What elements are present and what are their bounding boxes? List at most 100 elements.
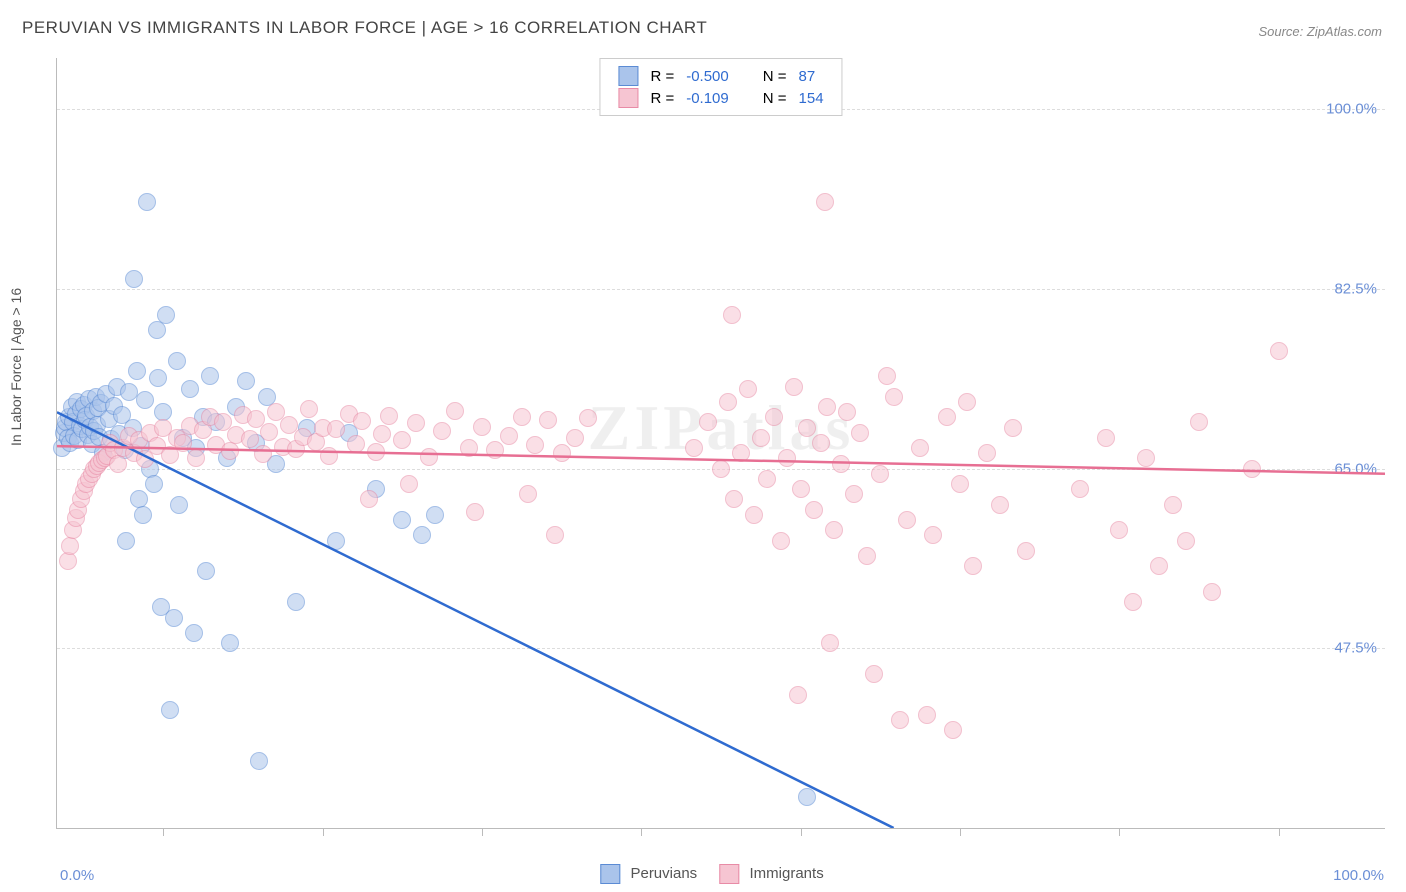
data-point	[911, 439, 929, 457]
data-point	[765, 408, 783, 426]
x-tick	[960, 828, 961, 836]
data-point	[1110, 521, 1128, 539]
n-label: N =	[757, 87, 793, 109]
data-point	[433, 422, 451, 440]
data-point	[964, 557, 982, 575]
data-point	[891, 711, 909, 729]
data-point	[373, 425, 391, 443]
data-point	[187, 449, 205, 467]
data-point	[500, 427, 518, 445]
data-point	[473, 418, 491, 436]
r-label: R =	[644, 87, 680, 109]
data-point	[778, 449, 796, 467]
data-point	[991, 496, 1009, 514]
data-point	[426, 506, 444, 524]
data-point	[1177, 532, 1195, 550]
data-point	[413, 526, 431, 544]
immigrants-swatch-icon	[719, 864, 739, 884]
data-point	[944, 721, 962, 739]
data-point	[812, 434, 830, 452]
data-point	[347, 435, 365, 453]
data-point	[878, 367, 896, 385]
r-label: R =	[644, 65, 680, 87]
immigrants-r-value: -0.109	[680, 87, 735, 109]
data-point	[170, 496, 188, 514]
x-axis-max-label: 100.0%	[1333, 867, 1384, 884]
source-attribution: Source: ZipAtlas.com	[1258, 24, 1382, 39]
data-point	[539, 411, 557, 429]
data-point	[237, 372, 255, 390]
data-point	[161, 701, 179, 719]
data-point	[486, 441, 504, 459]
data-point	[185, 624, 203, 642]
series-legend: Peruvians Immigrants	[582, 864, 823, 884]
data-point	[789, 686, 807, 704]
correlation-legend: R = -0.500 N = 87 R = -0.109 N = 154	[599, 58, 842, 116]
gridline	[57, 648, 1385, 649]
n-label: N =	[757, 65, 793, 87]
data-point	[300, 400, 318, 418]
data-point	[752, 429, 770, 447]
y-axis-label: In Labor Force | Age > 16	[8, 288, 24, 446]
data-point	[865, 665, 883, 683]
scatter-plot-area: ZIPatlas R = -0.500 N = 87 R = -0.109 N …	[56, 58, 1385, 829]
data-point	[825, 521, 843, 539]
data-point	[174, 434, 192, 452]
data-point	[320, 447, 338, 465]
data-point	[745, 506, 763, 524]
data-point	[805, 501, 823, 519]
data-point	[938, 408, 956, 426]
data-point	[221, 442, 239, 460]
x-tick	[163, 828, 164, 836]
data-point	[785, 378, 803, 396]
data-point	[109, 455, 127, 473]
data-point	[1150, 557, 1168, 575]
data-point	[168, 352, 186, 370]
data-point	[898, 511, 916, 529]
peruvians-swatch-icon	[600, 864, 620, 884]
x-axis-min-label: 0.0%	[60, 867, 94, 884]
peruvians-swatch-icon	[618, 66, 638, 86]
data-point	[951, 475, 969, 493]
data-point	[181, 380, 199, 398]
data-point	[197, 562, 215, 580]
data-point	[125, 270, 143, 288]
data-point	[712, 460, 730, 478]
data-point	[1190, 413, 1208, 431]
data-point	[858, 547, 876, 565]
data-point	[260, 423, 278, 441]
x-tick	[641, 828, 642, 836]
data-point	[165, 609, 183, 627]
data-point	[400, 475, 418, 493]
x-tick	[801, 828, 802, 836]
immigrants-n-value: 154	[793, 87, 830, 109]
data-point	[526, 436, 544, 454]
data-point	[466, 503, 484, 521]
data-point	[1164, 496, 1182, 514]
data-point	[128, 362, 146, 380]
data-point	[958, 393, 976, 411]
data-point	[798, 419, 816, 437]
data-point	[816, 193, 834, 211]
immigrants-swatch-icon	[618, 88, 638, 108]
data-point	[772, 532, 790, 550]
data-point	[758, 470, 776, 488]
data-point	[353, 412, 371, 430]
data-point	[420, 448, 438, 466]
data-point	[360, 490, 378, 508]
data-point	[885, 388, 903, 406]
peruvians-legend-label: Peruvians	[630, 865, 697, 882]
data-point	[513, 408, 531, 426]
data-point	[732, 444, 750, 462]
data-point	[1071, 480, 1089, 498]
legend-row-peruvians: R = -0.500 N = 87	[612, 65, 829, 87]
data-point	[1124, 593, 1142, 611]
data-point	[287, 593, 305, 611]
data-point	[149, 369, 167, 387]
data-point	[221, 634, 239, 652]
data-point	[838, 403, 856, 421]
data-point	[393, 431, 411, 449]
data-point	[134, 506, 152, 524]
data-point	[117, 532, 135, 550]
data-point	[1243, 460, 1261, 478]
